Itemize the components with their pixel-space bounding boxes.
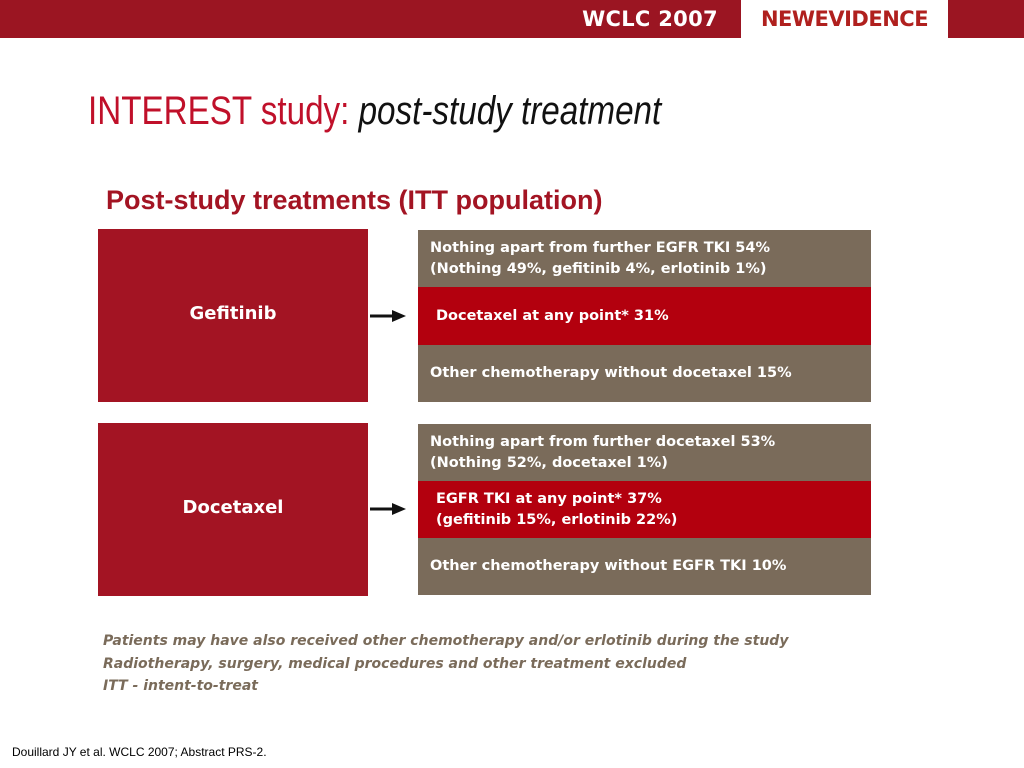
docetaxel-box: Docetaxel [98, 423, 368, 596]
conference-label: WCLC 2007 [582, 7, 718, 31]
outcome-line: Docetaxel at any point* 31% [436, 307, 669, 324]
outcome-gefitinib-other-chemo: Other chemotherapy without docetaxel 15% [418, 345, 871, 402]
title-main: INTEREST study: [88, 89, 359, 133]
arrow-right-icon [370, 310, 406, 322]
outcome-gefitinib-docetaxel: Docetaxel at any point* 31% [418, 287, 871, 345]
footnote: Radiotherapy, surgery, medical procedure… [103, 655, 687, 672]
citation: Douillard JY et al. WCLC 2007; Abstract … [12, 745, 267, 759]
outcome-line: Nothing apart from further EGFR TKI 54% [430, 239, 770, 256]
title-emphasis: post-study treatment [358, 89, 662, 133]
outcome-line: (Nothing 49%, gefitinib 4%, erlotinib 1%… [430, 260, 767, 277]
outcome-line: (gefitinib 15%, erlotinib 22%) [436, 511, 678, 528]
section-subtitle: Post-study treatments (ITT population) [106, 185, 603, 215]
newevidence-logo: NEWEVIDENCE [741, 0, 948, 38]
outcome-docetaxel-other-chemo: Other chemotherapy without EGFR TKI 10% [418, 538, 871, 595]
slide-title: INTEREST study: post-study treatment [88, 86, 661, 136]
outcome-line: (Nothing 52%, docetaxel 1%) [430, 454, 668, 471]
outcome-line: Other chemotherapy without docetaxel 15% [430, 365, 792, 381]
footnote: ITT - intent-to-treat [103, 678, 258, 694]
outcome-line: EGFR TKI at any point* 37% [436, 490, 662, 507]
footnotes: Patients may have also received other ch… [103, 630, 788, 698]
outcome-line: Other chemotherapy without EGFR TKI 10% [430, 558, 787, 574]
footnote: Patients may have also received other ch… [103, 633, 789, 649]
outcome-docetaxel-egfr-tki: EGFR TKI at any point* 37% (gefitinib 15… [418, 481, 871, 538]
outcome-docetaxel-further-docetaxel: Nothing apart from further docetaxel 53%… [418, 424, 871, 481]
outcome-line: Nothing apart from further docetaxel 53% [430, 433, 776, 450]
outcome-gefitinib-further-tki: Nothing apart from further EGFR TKI 54% … [418, 230, 871, 287]
header-bar: WCLC 2007 NEWEVIDENCE [0, 0, 1024, 38]
arrow-right-icon [370, 503, 406, 515]
gefitinib-box: Gefitinib [98, 229, 368, 402]
